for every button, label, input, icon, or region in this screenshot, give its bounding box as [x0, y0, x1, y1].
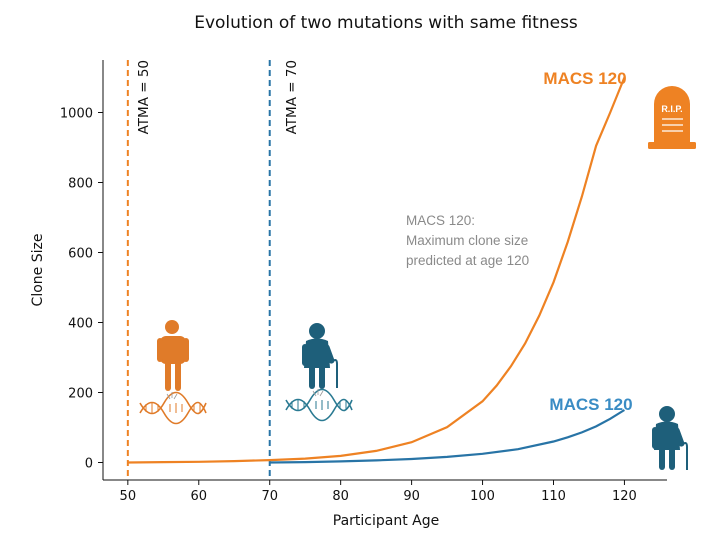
- y-axis-label: Clone Size: [30, 234, 46, 307]
- atma-50-label: ATMA = 50: [136, 60, 152, 134]
- y-ticks: 0 200 400 600 800 1000: [60, 107, 103, 472]
- elderly-person-icon: [302, 323, 338, 389]
- x-tick-label: 50: [120, 489, 137, 504]
- y-tick-label: 0: [85, 457, 93, 472]
- y-tick-label: 600: [68, 247, 93, 262]
- macs-label-blue: MACS 120: [549, 395, 632, 414]
- x-tick-label: 120: [612, 489, 637, 504]
- y-tick-label: 1000: [60, 107, 93, 122]
- x-tick-label: 110: [541, 489, 566, 504]
- chart-title: Evolution of two mutations with same fit…: [194, 13, 578, 33]
- tombstone-text: R.I.P.: [661, 104, 682, 114]
- macs-note-line-3: predicted at age 120: [406, 253, 529, 268]
- x-tick-label: 80: [332, 489, 349, 504]
- x-tick-label: 90: [403, 489, 420, 504]
- x-axis-label: Participant Age: [333, 513, 439, 529]
- x-tick-label: 60: [191, 489, 208, 504]
- y-tick-label: 400: [68, 317, 93, 332]
- x-ticks: 50 60 70 80 90 100 110 120: [120, 480, 637, 504]
- series-line-atma-70: [269, 409, 625, 464]
- elderly-person-icon-right: [652, 406, 688, 470]
- y-tick-label: 800: [68, 177, 93, 192]
- x-tick-label: 70: [261, 489, 278, 504]
- macs-note-line-2: Maximum clone size: [406, 233, 528, 248]
- atma-70-label: ATMA = 70: [284, 60, 300, 134]
- y-tick-label: 200: [68, 387, 93, 402]
- tombstone-icon: R.I.P.: [648, 86, 696, 149]
- series-line-atma-50: [127, 77, 626, 464]
- x-tick-label: 100: [470, 489, 495, 504]
- dna-icon-orange: [139, 391, 207, 425]
- macs-label-orange: MACS 120: [543, 69, 626, 88]
- dna-icon-teal: [285, 388, 353, 422]
- macs-note-line-1: MACS 120:: [406, 213, 475, 228]
- young-person-icon: [157, 320, 189, 391]
